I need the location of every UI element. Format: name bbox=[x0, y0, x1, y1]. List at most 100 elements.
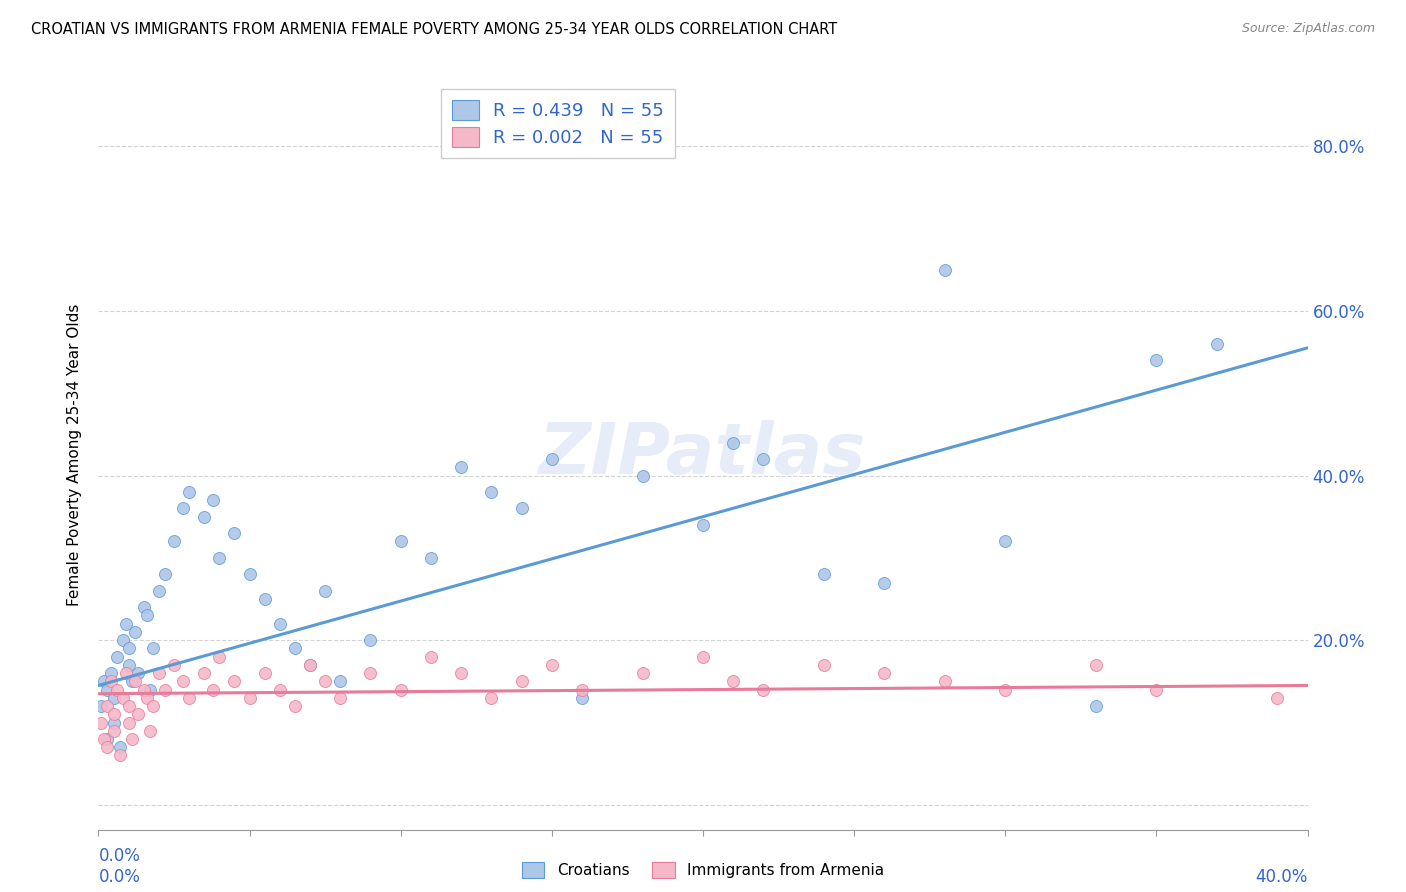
Point bbox=[723, 435, 745, 450]
Point bbox=[239, 567, 262, 582]
Point bbox=[813, 567, 835, 582]
Point bbox=[96, 699, 118, 714]
Point bbox=[692, 649, 714, 664]
Point bbox=[692, 517, 714, 532]
Point bbox=[389, 534, 412, 549]
Point bbox=[135, 608, 157, 623]
Point bbox=[105, 682, 128, 697]
Point bbox=[153, 682, 176, 697]
Point bbox=[202, 682, 225, 697]
Y-axis label: Female Poverty Among 25-34 Year Olds: Female Poverty Among 25-34 Year Olds bbox=[67, 304, 83, 606]
Point bbox=[103, 723, 125, 738]
Point bbox=[329, 674, 352, 689]
Point bbox=[813, 657, 835, 672]
Point bbox=[284, 641, 307, 656]
Point bbox=[127, 666, 149, 681]
Point bbox=[142, 641, 165, 656]
Point bbox=[93, 731, 115, 746]
Point bbox=[631, 468, 654, 483]
Text: CROATIAN VS IMMIGRANTS FROM ARMENIA FEMALE POVERTY AMONG 25-34 YEAR OLDS CORRELA: CROATIAN VS IMMIGRANTS FROM ARMENIA FEMA… bbox=[31, 22, 837, 37]
Point bbox=[571, 690, 593, 705]
Point bbox=[224, 526, 246, 541]
Text: 40.0%: 40.0% bbox=[1256, 869, 1308, 887]
Point bbox=[108, 740, 131, 755]
Point bbox=[90, 715, 112, 730]
Point bbox=[111, 690, 134, 705]
Point bbox=[139, 682, 162, 697]
Point bbox=[239, 690, 262, 705]
Point bbox=[96, 731, 118, 746]
Point bbox=[132, 600, 155, 615]
Text: 0.0%: 0.0% bbox=[98, 847, 141, 864]
Point bbox=[329, 690, 352, 705]
Point bbox=[111, 633, 134, 648]
Point bbox=[124, 674, 146, 689]
Legend: R = 0.439   N = 55, R = 0.002   N = 55: R = 0.439 N = 55, R = 0.002 N = 55 bbox=[441, 89, 675, 158]
Point bbox=[510, 674, 533, 689]
Point bbox=[360, 633, 382, 648]
Point bbox=[208, 649, 231, 664]
Point bbox=[481, 485, 503, 500]
Point bbox=[163, 657, 186, 672]
Point bbox=[135, 690, 157, 705]
Point bbox=[148, 583, 170, 598]
Point bbox=[253, 666, 276, 681]
Point bbox=[93, 674, 115, 689]
Point bbox=[202, 493, 225, 508]
Point bbox=[172, 501, 194, 516]
Point bbox=[1144, 682, 1167, 697]
Point bbox=[208, 550, 231, 565]
Point bbox=[118, 715, 141, 730]
Point bbox=[450, 460, 472, 475]
Point bbox=[994, 534, 1017, 549]
Point bbox=[100, 666, 122, 681]
Point bbox=[752, 452, 775, 467]
Point bbox=[105, 649, 128, 664]
Point bbox=[132, 682, 155, 697]
Point bbox=[172, 674, 194, 689]
Point bbox=[510, 501, 533, 516]
Point bbox=[481, 690, 503, 705]
Point bbox=[269, 616, 291, 631]
Point bbox=[269, 682, 291, 697]
Point bbox=[1206, 336, 1229, 351]
Point bbox=[103, 707, 125, 722]
Point bbox=[994, 682, 1017, 697]
Point bbox=[114, 666, 136, 681]
Point bbox=[118, 657, 141, 672]
Point bbox=[163, 534, 186, 549]
Point bbox=[179, 690, 201, 705]
Point bbox=[148, 666, 170, 681]
Point bbox=[118, 699, 141, 714]
Point bbox=[108, 748, 131, 763]
Point bbox=[873, 575, 896, 590]
Point bbox=[1144, 353, 1167, 368]
Point bbox=[127, 707, 149, 722]
Point bbox=[752, 682, 775, 697]
Point bbox=[193, 509, 215, 524]
Point bbox=[96, 740, 118, 755]
Point bbox=[420, 649, 443, 664]
Point bbox=[299, 657, 322, 672]
Point bbox=[934, 262, 956, 277]
Point bbox=[873, 666, 896, 681]
Point bbox=[142, 699, 165, 714]
Text: 0.0%: 0.0% bbox=[98, 869, 141, 887]
Point bbox=[450, 666, 472, 681]
Point bbox=[90, 699, 112, 714]
Point bbox=[420, 550, 443, 565]
Text: ZIPatlas: ZIPatlas bbox=[540, 420, 866, 490]
Point bbox=[124, 624, 146, 639]
Point bbox=[1267, 690, 1289, 705]
Point bbox=[103, 715, 125, 730]
Point bbox=[103, 690, 125, 705]
Point bbox=[631, 666, 654, 681]
Point bbox=[121, 674, 143, 689]
Point bbox=[179, 485, 201, 500]
Legend: Croatians, Immigrants from Armenia: Croatians, Immigrants from Armenia bbox=[516, 856, 890, 884]
Point bbox=[193, 666, 215, 681]
Point bbox=[934, 674, 956, 689]
Point bbox=[360, 666, 382, 681]
Point bbox=[224, 674, 246, 689]
Point bbox=[96, 682, 118, 697]
